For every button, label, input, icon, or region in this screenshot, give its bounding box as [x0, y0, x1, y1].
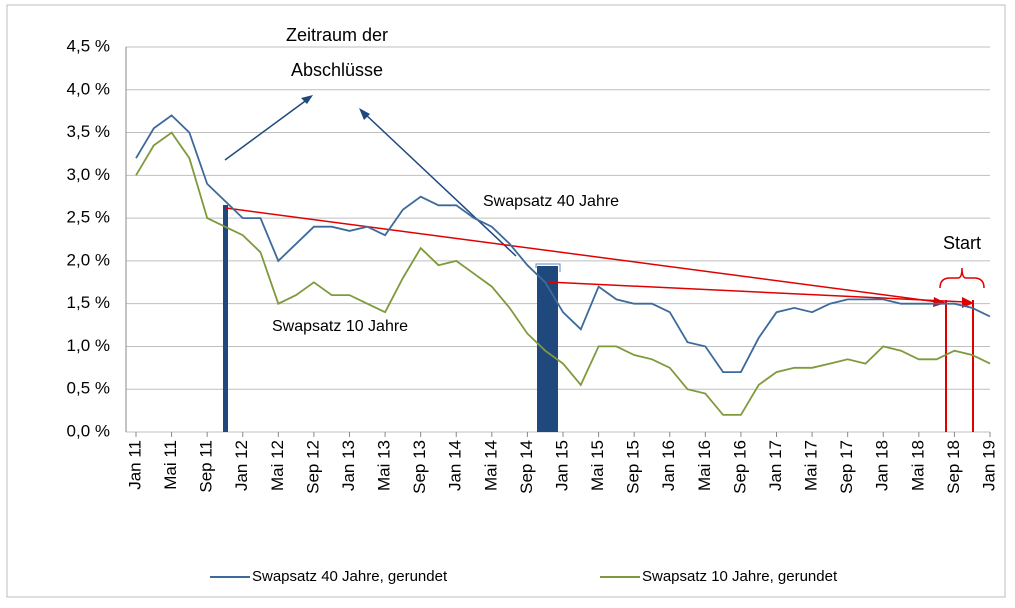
x-tick-label: Sep 18 [944, 440, 963, 494]
x-tick-label: Jan 13 [339, 440, 358, 491]
x-tick-label: Sep 15 [624, 440, 643, 494]
y-tick-label: 1,0 % [67, 336, 110, 355]
y-tick-label: 4,5 % [67, 36, 110, 55]
annotation: Swapsatz 10 Jahre [272, 318, 408, 335]
x-tick-label: Mai 13 [375, 440, 394, 491]
x-tick-label: Jan 17 [766, 440, 785, 491]
chart-frame [6, 4, 1006, 598]
y-tick-label: 0,0 % [67, 421, 110, 440]
series [135, 114, 991, 416]
grid: 0,0 % 0,5 % 1,0 % 1,5 % 2,0 % 2,5 % 3,0 % 3,5 %… [67, 36, 999, 493]
y-tick-label: 3,0 % [67, 165, 110, 184]
arrow-head [962, 297, 974, 308]
legend: Swapsatz 40 Jahre, gerundet Swapsatz 10 J… [210, 568, 838, 585]
y-tick-label: 1,5 % [67, 293, 110, 312]
annotation: Zeitraum der [286, 25, 388, 45]
x-tick-label: Mai 15 [588, 440, 607, 491]
x-tick-label: Mai 17 [802, 440, 821, 491]
bracket [535, 263, 561, 272]
x-tick-label: Sep 16 [730, 440, 749, 494]
brace [939, 267, 985, 289]
arrow [363, 112, 517, 257]
x-tick-label: Jan 14 [446, 440, 465, 491]
x-tick-label: Sep 12 [303, 440, 322, 494]
x-tick-label: Jan 12 [232, 440, 251, 491]
x-tick-label: Mai 16 [695, 440, 714, 491]
arrow-head [301, 95, 313, 104]
period-bar [223, 205, 228, 432]
y-tick-label: 3,5 % [67, 122, 110, 141]
series-line [135, 131, 991, 416]
x-tick-label: Sep 11 [197, 440, 216, 493]
x-tick-label: Mai 14 [481, 440, 500, 491]
y-tick-label: 4,0 % [67, 79, 110, 98]
x-tick-label: Sep 14 [517, 440, 536, 494]
x-tick-label: Jan 18 [873, 440, 892, 491]
y-tick-label: 2,5 % [67, 208, 110, 227]
arrow-head [359, 108, 370, 120]
annotation: Swapsatz 40 Jahre [483, 193, 619, 210]
legend-label: Swapsatz 40 Jahre, gerundet [252, 568, 448, 585]
y-tick-label: 2,0 % [67, 250, 110, 269]
y-tick-label: 0,5 % [67, 379, 110, 398]
x-tick-label: Sep 17 [837, 440, 856, 494]
x-tick-label: Mai 11 [161, 440, 180, 490]
red-line [225, 207, 939, 303]
arrow [224, 98, 309, 161]
x-tick-label: Sep 13 [410, 440, 429, 494]
decorations [223, 95, 985, 432]
x-tick-label: Mai 18 [908, 440, 927, 491]
legend-label: Swapsatz 10 Jahre, gerundet [642, 568, 838, 585]
period-bar [537, 266, 558, 432]
x-tick-label: Jan 11 [125, 440, 144, 490]
red-line [547, 281, 967, 303]
x-tick-label: Jan 19 [979, 440, 998, 491]
series-line [135, 114, 991, 373]
x-tick-label: Jan 15 [552, 440, 571, 491]
annotation: Start [943, 233, 981, 253]
x-tick-label: Mai 12 [268, 440, 287, 491]
x-tick-label: Jan 16 [659, 440, 678, 491]
annotation: Abschlüsse [291, 60, 383, 80]
